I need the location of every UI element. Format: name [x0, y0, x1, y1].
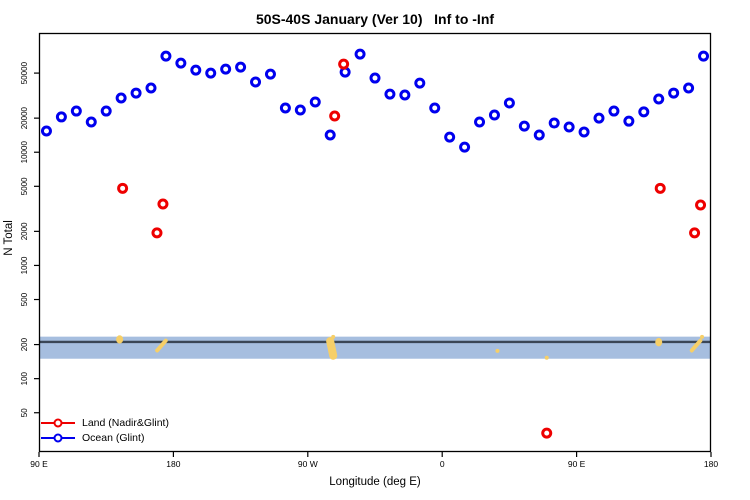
land-point	[689, 227, 701, 239]
ocean-point	[503, 97, 515, 109]
x-axis-label: Longitude (deg E)	[329, 476, 421, 488]
ocean-point	[145, 82, 157, 94]
y-tick-label: 10000	[20, 141, 29, 164]
y-tick-label: 100	[20, 371, 29, 385]
land-point	[151, 227, 163, 239]
ocean-point	[593, 112, 605, 124]
ocean-point	[668, 87, 680, 99]
y-tick-label: 2000	[20, 222, 29, 240]
ocean-point	[324, 129, 336, 141]
band-land-mark	[155, 338, 168, 353]
x-tick-label: 180	[704, 459, 718, 469]
ocean-point	[474, 116, 486, 128]
ocean-point	[653, 93, 665, 105]
land-point	[329, 110, 341, 122]
legend-label-ocean: Ocean (Glint)	[82, 431, 145, 444]
ocean-point	[55, 111, 67, 123]
ocean-sample-band	[39, 336, 711, 359]
land-point	[117, 182, 129, 194]
y-tick-label: 50	[20, 408, 29, 417]
x-tick-label: 0	[440, 459, 445, 469]
ocean-legend-marker-icon	[41, 432, 75, 444]
ocean-point	[100, 105, 112, 117]
legend-item-land: Land (Nadir&Glint)	[41, 415, 169, 430]
x-tick-label: 90 E	[30, 459, 48, 469]
ocean-point	[130, 87, 142, 99]
ocean-point	[518, 120, 530, 132]
land-legend-marker-icon	[41, 417, 75, 429]
ocean-point	[429, 102, 441, 114]
land-point	[157, 198, 169, 210]
plot-box	[38, 32, 712, 453]
ocean-point	[608, 105, 620, 117]
ocean-point	[444, 131, 456, 143]
y-tick-label: 200	[20, 337, 29, 351]
legend-label-land: Land (Nadir&Glint)	[82, 416, 169, 429]
band-land-mark	[689, 338, 703, 353]
ocean-point	[190, 64, 202, 76]
ocean-point	[548, 117, 560, 129]
y-tick-label: 1000	[20, 256, 29, 274]
ocean-point	[220, 63, 232, 75]
ocean-point	[279, 102, 291, 114]
ocean-point	[250, 76, 262, 88]
y-tick-label: 50000	[20, 61, 29, 84]
legend-item-ocean: Ocean (Glint)	[41, 430, 169, 445]
ocean-point	[578, 126, 590, 138]
legend: Land (Nadir&Glint) Ocean (Glint)	[41, 415, 169, 445]
ocean-point	[40, 125, 52, 137]
land-point	[338, 58, 350, 70]
ocean-point	[399, 89, 411, 101]
ocean-point	[85, 116, 97, 128]
ocean-point	[683, 82, 695, 94]
ocean-point	[70, 105, 82, 117]
band-land-mark	[331, 334, 336, 339]
ocean-point	[414, 77, 426, 89]
ocean-point	[309, 96, 321, 108]
land-point	[695, 199, 707, 211]
y-axis-label: N Total	[3, 220, 15, 256]
x-tick-label: 90 E	[568, 459, 586, 469]
ocean-point	[205, 67, 217, 79]
ocean-point	[294, 104, 306, 116]
band-land-mark	[655, 337, 663, 347]
ocean-point	[384, 88, 396, 100]
ocean-point	[638, 106, 650, 118]
y-tick-label: 5000	[20, 177, 29, 195]
ocean-point	[533, 129, 545, 141]
ocean-point	[459, 141, 471, 153]
chart-title: 50S-40S January (Ver 10) Inf to -Inf	[255, 11, 495, 27]
ocean-point	[623, 115, 635, 127]
ocean-point	[264, 68, 276, 80]
band-land-mark	[495, 348, 500, 353]
land-point	[541, 427, 553, 439]
band-land-mark	[116, 335, 124, 344]
band-land-mark	[700, 334, 705, 339]
y-tick-label: 20000	[20, 106, 29, 129]
ocean-point	[175, 57, 187, 69]
band-land-mark	[326, 337, 338, 360]
ocean-point	[115, 92, 127, 104]
ocean-point	[488, 109, 500, 121]
y-tick-label: 500	[20, 292, 29, 306]
ocean-point	[369, 72, 381, 84]
x-tick-label: 90 W	[298, 459, 318, 469]
ocean-point	[160, 50, 172, 62]
ocean-point	[698, 50, 710, 62]
band-land-mark	[544, 355, 549, 360]
ocean-point	[354, 48, 366, 60]
ocean-point	[563, 121, 575, 133]
land-point	[654, 182, 666, 194]
x-tick-label: 180	[166, 459, 180, 469]
ocean-point	[235, 61, 247, 73]
